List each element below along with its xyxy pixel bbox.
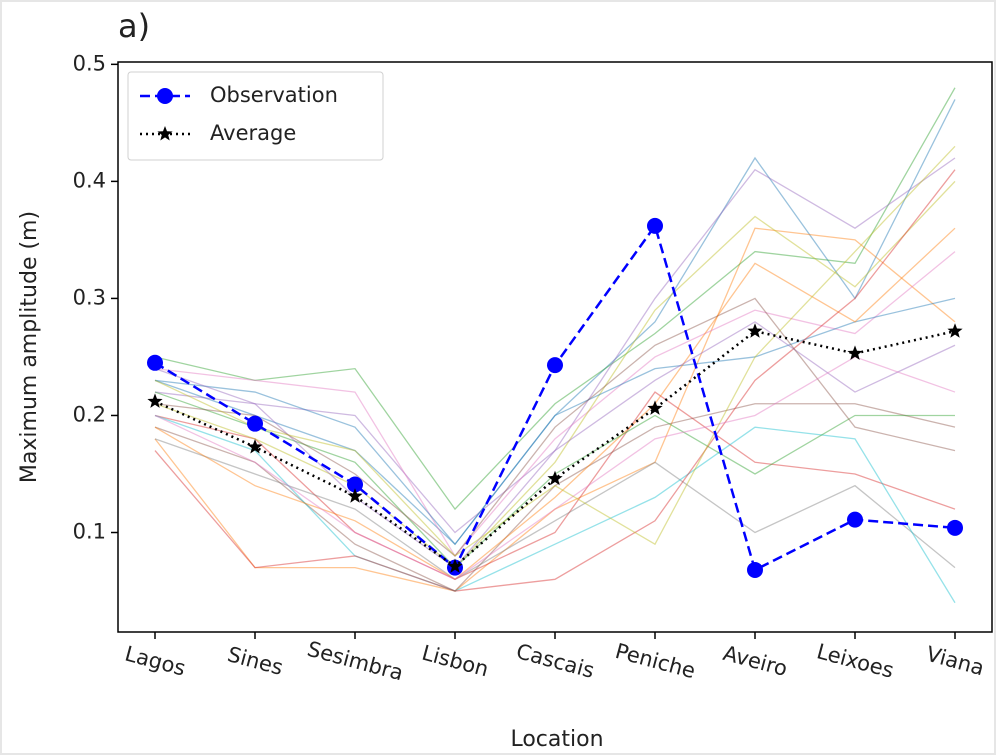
y-tick-label: 0.2 xyxy=(73,402,106,426)
member-line xyxy=(154,87,956,511)
chart-title: a) xyxy=(118,7,150,45)
member-line xyxy=(154,169,956,592)
member-line xyxy=(154,321,956,569)
y-axis-label: Maximum amplitude (m) xyxy=(17,211,42,483)
member-line xyxy=(154,356,956,581)
y-tick-label: 0.4 xyxy=(73,168,106,192)
y-tick-label: 0.1 xyxy=(73,520,106,544)
marker xyxy=(847,511,863,528)
x-axis-label: Location xyxy=(510,727,603,752)
legend-marker xyxy=(157,126,173,141)
marker xyxy=(247,415,263,432)
plot-frame xyxy=(117,61,993,633)
marker xyxy=(447,558,463,573)
member-line xyxy=(154,145,956,557)
marker xyxy=(747,561,763,578)
legend-marker xyxy=(157,88,173,104)
member-line xyxy=(154,180,956,569)
marker xyxy=(647,217,663,234)
member-line xyxy=(154,297,956,546)
marker xyxy=(547,470,563,486)
y-tick-label: 0.5 xyxy=(73,51,106,75)
marker xyxy=(947,519,963,536)
marker xyxy=(847,345,863,360)
y-tick-label: 0.3 xyxy=(73,285,106,309)
marker xyxy=(147,354,163,371)
legend-box xyxy=(127,71,384,161)
marker xyxy=(247,439,263,454)
member-line xyxy=(154,227,956,581)
legend-label: Observation xyxy=(210,83,338,107)
series-line xyxy=(154,329,956,569)
member-line xyxy=(154,251,956,558)
member-line xyxy=(154,391,956,581)
member-line xyxy=(154,227,956,592)
marker xyxy=(147,393,163,408)
member-line xyxy=(154,157,956,534)
member-line xyxy=(154,438,956,581)
marker xyxy=(547,357,563,374)
marker xyxy=(647,400,663,415)
member-line xyxy=(154,99,956,546)
marker xyxy=(347,488,363,503)
marker xyxy=(947,323,963,338)
member-line xyxy=(154,414,956,604)
marker xyxy=(347,476,363,493)
marker xyxy=(747,323,763,338)
legend-label: Average xyxy=(210,121,296,145)
member-line xyxy=(154,297,956,557)
member-line xyxy=(154,403,956,592)
